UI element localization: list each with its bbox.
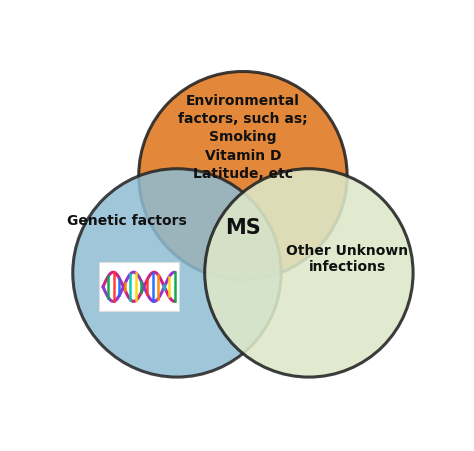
Circle shape	[205, 169, 413, 377]
Text: Environmental
factors, such as;
Smoking
Vitamin D
Latitude, etc: Environmental factors, such as; Smoking …	[178, 94, 308, 181]
Text: MS: MS	[225, 218, 261, 238]
Text: Genetic factors: Genetic factors	[67, 214, 186, 228]
Circle shape	[73, 169, 281, 377]
Bar	[99, 262, 179, 311]
Text: Other Unknown
infections: Other Unknown infections	[286, 244, 408, 274]
Circle shape	[139, 72, 347, 280]
